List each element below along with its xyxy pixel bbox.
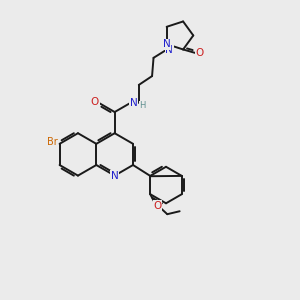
Text: N: N xyxy=(111,171,119,181)
Text: Br: Br xyxy=(47,137,58,147)
Text: O: O xyxy=(196,48,204,58)
Text: O: O xyxy=(153,201,162,211)
Text: N: N xyxy=(165,45,173,55)
Text: H: H xyxy=(139,101,146,110)
Text: O: O xyxy=(91,97,99,107)
Text: N: N xyxy=(130,98,138,108)
Text: N: N xyxy=(163,39,170,49)
